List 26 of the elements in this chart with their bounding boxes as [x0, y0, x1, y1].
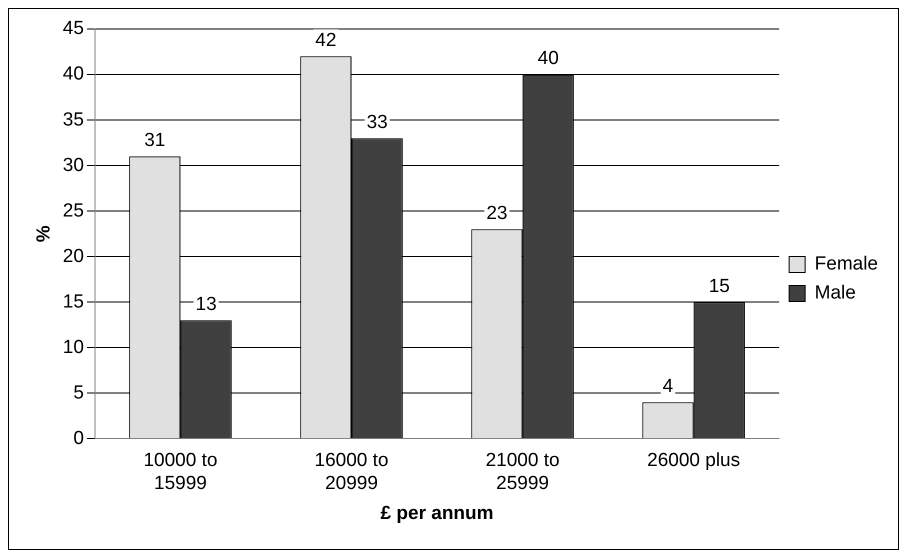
x-tick-label: 16000 to 20999 [314, 450, 388, 494]
x-tick-label: 21000 to 25999 [486, 450, 560, 494]
data-label: 13 [196, 294, 217, 316]
legend-label: Female [814, 254, 878, 275]
x-tick-label: 10000 to 15999 [143, 450, 218, 494]
y-tick-label: 40 [62, 64, 84, 85]
x-axis-title: £ per annum [380, 502, 494, 524]
data-label: 23 [486, 202, 508, 224]
y-tick-label: 35 [62, 109, 84, 130]
data-label: 15 [708, 276, 730, 297]
data-label: 4 [662, 376, 674, 397]
data-label: 31 [144, 130, 166, 152]
data-label: 40 [538, 48, 559, 70]
data-label: 33 [366, 112, 388, 133]
y-tick-label: 20 [62, 246, 84, 267]
legend-label: Male [814, 282, 856, 304]
y-tick-label: 10 [62, 336, 84, 358]
y-tick-label: 0 [73, 428, 84, 449]
y-tick-label: 45 [62, 18, 84, 40]
y-tick-label: 25 [62, 200, 84, 222]
y-tick-label: 30 [62, 154, 84, 176]
x-tick-label: 26000 plus [647, 450, 740, 472]
y-tick-label: 15 [62, 291, 84, 312]
y-axis-title: % [34, 225, 55, 242]
data-label: 42 [315, 30, 336, 52]
y-tick-label: 5 [73, 382, 84, 404]
